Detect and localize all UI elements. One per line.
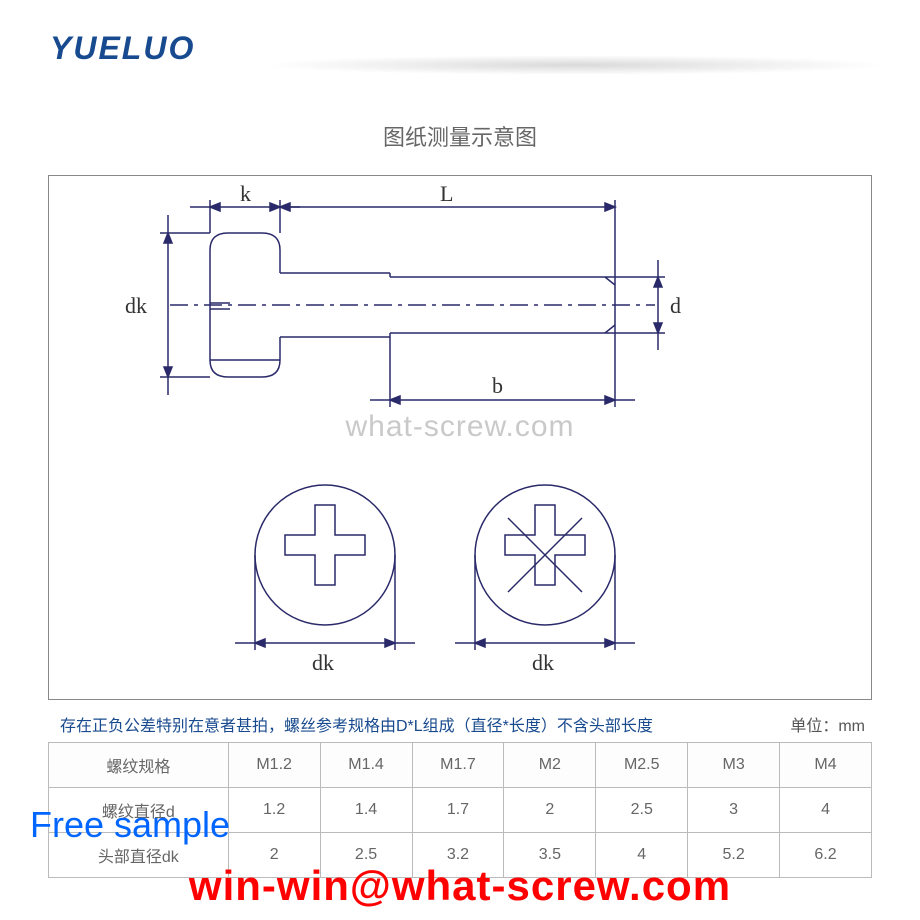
table-cell: 4 [780, 788, 872, 833]
brand-logo: YUELUO [50, 30, 195, 67]
label-dk-1: dk [312, 650, 334, 675]
contact-email: win-win@what-screw.com [0, 862, 920, 910]
table-cell: 1.7 [412, 788, 504, 833]
header-shadow [260, 55, 890, 75]
label-b: b [492, 373, 503, 398]
table-header-cell: M2 [504, 743, 596, 788]
table-header-cell: M1.2 [228, 743, 320, 788]
label-k: k [240, 185, 251, 206]
table-header-cell: M1.4 [320, 743, 412, 788]
free-sample-overlay: Free sample [30, 804, 230, 846]
table-cell: 1.2 [228, 788, 320, 833]
table-cell: 2 [504, 788, 596, 833]
table-header-cell: M2.5 [596, 743, 688, 788]
table-cell: 2.5 [596, 788, 688, 833]
label-d: d [670, 293, 681, 318]
label-L: L [440, 185, 453, 206]
label-dk-2: dk [532, 650, 554, 675]
table-header-cell: M3 [688, 743, 780, 788]
unit-label: 单位：mm [790, 712, 865, 736]
label-dk-side: dk [125, 293, 147, 318]
table-cell: 1.4 [320, 788, 412, 833]
table-header-cell: 螺纹规格 [49, 743, 229, 788]
table-header-row: 螺纹规格M1.2M1.4M1.7M2M2.5M3M4 [49, 743, 872, 788]
watermark-text: what-screw.com [0, 410, 920, 444]
table-header-cell: M4 [780, 743, 872, 788]
diagram-title: 图纸测量示意图 [0, 120, 920, 152]
table-header-cell: M1.7 [412, 743, 504, 788]
tolerance-note: 存在正负公差特别在意者甚拍，螺丝参考规格由D*L组成（直径*长度）不含头部长度 [60, 712, 653, 736]
table-cell: 3 [688, 788, 780, 833]
